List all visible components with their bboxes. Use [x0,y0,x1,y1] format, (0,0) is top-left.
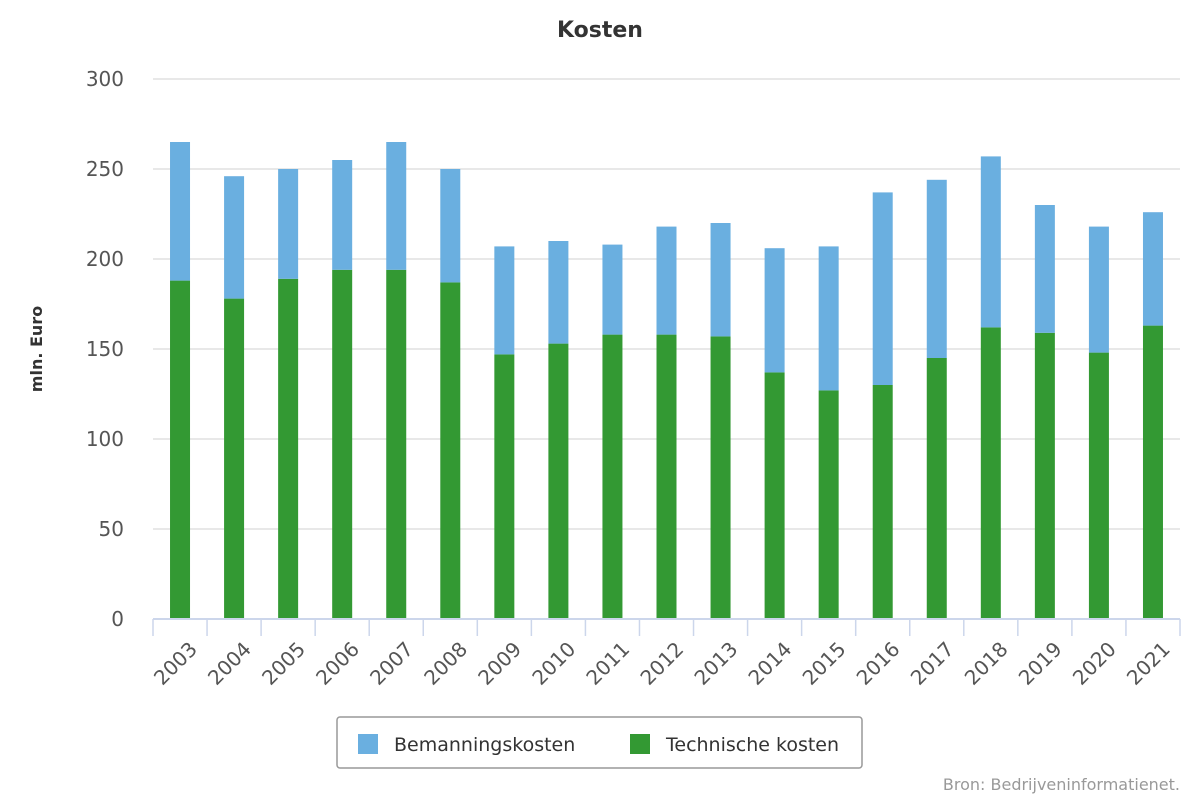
y-tick-label: 200 [86,247,124,271]
x-axis: 2003 2004 2005 2006 2007 2008 2009 2010 2011 2012… [149,618,1181,690]
bar-bemanning-2008[interactable] [440,169,461,283]
bar-bemanning-2007[interactable] [386,142,407,270]
x-tick-label: 2004 [203,637,256,690]
y-axis-label: mln. Euro [27,306,46,392]
y-tick-label: 50 [99,517,124,541]
credit-text[interactable]: Bron: Bedrijveninformatienet. [943,775,1180,794]
bar-bemanning-2009[interactable] [494,246,515,355]
bar-bemanning-2004[interactable] [224,176,245,299]
bar-technische-2018[interactable] [980,327,1001,619]
bar-bemanning-2020[interactable] [1088,226,1109,353]
bar-technische-2021[interactable] [1142,325,1163,619]
bar-bemanning-2019[interactable] [1034,205,1055,333]
x-tick-label: 2007 [365,637,418,690]
x-tick-label: 2015 [798,637,851,690]
x-tick-label: 2020 [1068,637,1121,690]
y-axis-ticks: 0 50 100 150 200 250 300 [86,67,124,631]
bars [170,142,1163,619]
bar-bemanning-2015[interactable] [818,246,839,391]
bar-technische-2020[interactable] [1088,352,1109,619]
x-tick-label: 2009 [473,637,526,690]
x-tick-label: 2003 [149,637,202,690]
x-tick-label: 2010 [527,637,580,690]
bar-technische-2006[interactable] [332,269,353,619]
chart-title: Kosten [557,18,643,43]
legend: Bemanningskosten Technische kosten [336,716,863,769]
bar-technische-2016[interactable] [872,385,893,619]
legend-box [336,716,863,769]
bar-technische-2009[interactable] [494,354,515,619]
bar-technische-2014[interactable] [764,372,785,619]
bar-bemanning-2014[interactable] [764,248,785,373]
bar-technische-2010[interactable] [548,343,569,619]
bar-technische-2003[interactable] [170,280,191,619]
bar-bemanning-2021[interactable] [1142,212,1163,326]
x-tick-label: 2019 [1014,637,1067,690]
y-tick-label: 0 [111,607,124,631]
bar-technische-2011[interactable] [602,334,623,619]
bar-technische-2017[interactable] [926,358,947,619]
bar-bemanning-2017[interactable] [926,179,947,358]
bar-technische-2004[interactable] [224,298,245,619]
x-tick-label: 2011 [581,637,634,690]
x-tick-label: 2013 [689,637,742,690]
legend-swatch[interactable] [358,734,378,754]
x-tick-label: 2017 [906,637,959,690]
bar-bemanning-2013[interactable] [710,223,731,337]
y-tick-label: 100 [86,427,124,451]
bar-bemanning-2010[interactable] [548,241,569,344]
bar-bemanning-2012[interactable] [656,226,677,335]
bar-technische-2008[interactable] [440,282,461,619]
legend-label[interactable]: Technische kosten [665,734,839,756]
bar-bemanning-2018[interactable] [980,156,1001,328]
x-tick-label: 2012 [635,637,688,690]
x-tick-label: 2005 [257,637,310,690]
x-tick-label: 2008 [419,637,472,690]
y-tick-label: 250 [86,157,124,181]
bar-technische-2005[interactable] [278,278,299,619]
y-tick-label: 150 [86,337,124,361]
legend-swatch[interactable] [630,734,650,754]
bar-technische-2015[interactable] [818,390,839,619]
bar-technische-2007[interactable] [386,269,407,619]
bar-technische-2019[interactable] [1034,332,1055,619]
bar-technische-2013[interactable] [710,336,731,619]
bar-bemanning-2016[interactable] [872,192,893,385]
bar-bemanning-2006[interactable] [332,160,353,270]
bar-technische-2012[interactable] [656,334,677,619]
x-tick-label: 2006 [311,637,364,690]
x-tick-label: 2018 [960,637,1013,690]
x-tick-label: 2014 [743,637,796,690]
x-tick-label: 2021 [1122,637,1175,690]
x-tick-label: 2016 [852,637,905,690]
y-tick-label: 300 [86,67,124,91]
bar-bemanning-2003[interactable] [170,142,191,281]
legend-label[interactable]: Bemanningskosten [394,734,575,756]
bar-bemanning-2011[interactable] [602,244,623,335]
bar-bemanning-2005[interactable] [278,169,299,279]
